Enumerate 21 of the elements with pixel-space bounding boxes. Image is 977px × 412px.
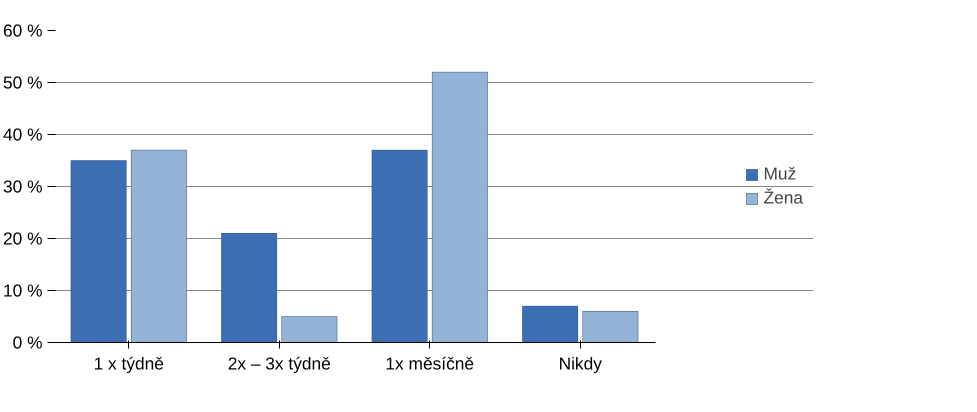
y-tick-label: 50 %: [3, 72, 43, 92]
x-tick-label: Nikdy: [558, 354, 602, 374]
bar: [281, 316, 338, 342]
legend-label: Muž: [764, 164, 796, 184]
x-tick-label: 1x měsíčně: [385, 354, 474, 374]
bar: [70, 160, 127, 342]
y-tick-label: 20 %: [3, 228, 43, 248]
y-tick-label: 0 %: [12, 332, 42, 352]
bar: [432, 72, 488, 342]
y-tick-label: 40 %: [3, 124, 43, 144]
bar: [130, 150, 187, 342]
y-tick-label: 30 %: [3, 176, 43, 196]
bar: [522, 306, 578, 342]
bar: [221, 233, 278, 342]
bar: [582, 311, 638, 342]
x-tick-label: 1 x týdně: [94, 354, 164, 374]
y-tick-label: 10 %: [3, 280, 43, 300]
legend-label: Žena: [764, 188, 803, 208]
x-tick-label: 2x – 3x týdně: [228, 354, 331, 374]
bar: [372, 150, 428, 342]
y-tick-label: 60 %: [3, 20, 43, 40]
